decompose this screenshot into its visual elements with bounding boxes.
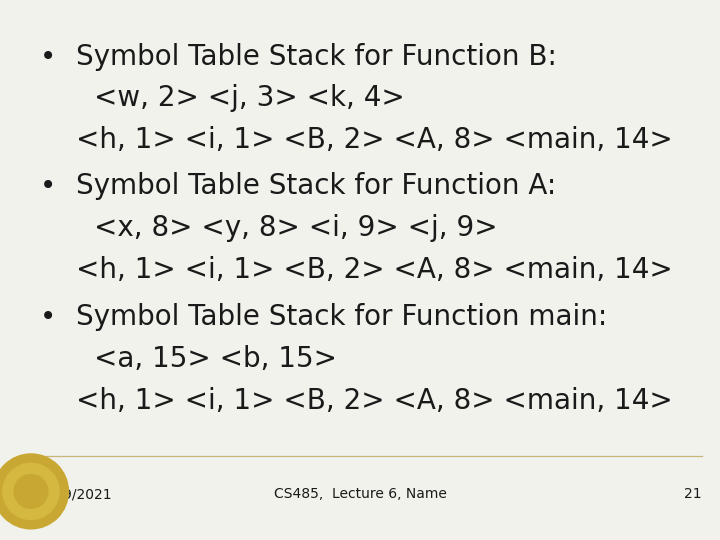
Text: <h, 1> <i, 1> <B, 2> <A, 8> <main, 14>: <h, 1> <i, 1> <B, 2> <A, 8> <main, 14>	[76, 256, 672, 284]
Ellipse shape	[3, 463, 59, 519]
Text: <w, 2> <j, 3> <k, 4>: <w, 2> <j, 3> <k, 4>	[94, 84, 405, 112]
Text: Symbol Table Stack for Function A:: Symbol Table Stack for Function A:	[76, 172, 556, 200]
Ellipse shape	[0, 454, 68, 529]
Text: •: •	[40, 172, 56, 200]
Text: <h, 1> <i, 1> <B, 2> <A, 8> <main, 14>: <h, 1> <i, 1> <B, 2> <A, 8> <main, 14>	[76, 387, 672, 415]
Text: 21: 21	[685, 487, 702, 501]
Ellipse shape	[14, 475, 48, 508]
Text: Symbol Table Stack for Function B:: Symbol Table Stack for Function B:	[76, 43, 557, 71]
Text: <h, 1> <i, 1> <B, 2> <A, 8> <main, 14>: <h, 1> <i, 1> <B, 2> <A, 8> <main, 14>	[76, 126, 672, 154]
Text: <x, 8> <y, 8> <i, 9> <j, 9>: <x, 8> <y, 8> <i, 9> <j, 9>	[94, 214, 498, 242]
Text: 10/29/2021: 10/29/2021	[32, 487, 112, 501]
Text: Symbol Table Stack for Function main:: Symbol Table Stack for Function main:	[76, 303, 607, 331]
Text: CS485,  Lecture 6, Name: CS485, Lecture 6, Name	[274, 487, 446, 501]
Text: <a, 15> <b, 15>: <a, 15> <b, 15>	[94, 345, 337, 373]
Text: •: •	[40, 43, 56, 71]
Text: •: •	[40, 303, 56, 331]
